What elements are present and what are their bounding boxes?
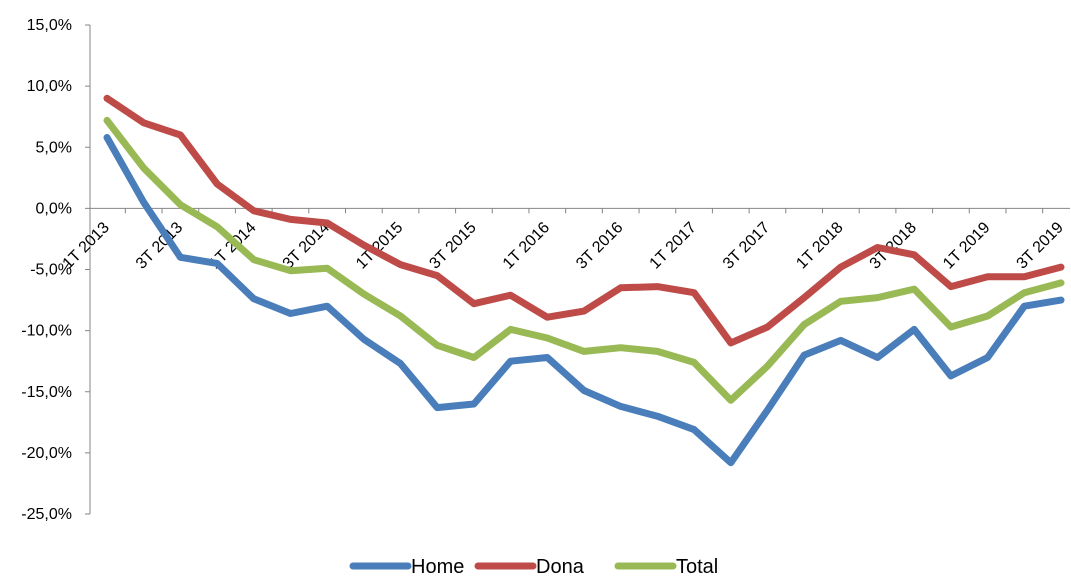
y-tick-label: 15,0%: [27, 17, 72, 34]
y-tick-label: -20,0%: [21, 445, 72, 462]
y-tick-label: 5,0%: [36, 139, 72, 156]
legend-label-dona: Dona: [536, 556, 585, 576]
y-tick-label: -10,0%: [21, 323, 72, 340]
series-line-dona: [103, 94, 1065, 347]
x-tick-label: 1T 2013: [59, 219, 112, 272]
y-tick-label: -25,0%: [21, 506, 72, 523]
legend-label-home: Home: [411, 556, 464, 576]
x-tick-label: 1T 2017: [647, 219, 700, 272]
y-tick-label: -5,0%: [30, 262, 72, 279]
x-tick-label: 1T 2019: [940, 219, 993, 272]
x-tick-label: 3T 2014: [280, 219, 333, 272]
y-ticks: 15,0% 10,0% 5,0% 0,0% -5,0% -10,0% -15,0% -20,0…: [21, 17, 90, 523]
x-tick-label: 1T 2016: [500, 219, 553, 272]
legend-label-total: Total: [676, 556, 718, 576]
y-axis: 15,0% 10,0% 5,0% 0,0% -5,0% -10,0% -15,0% -20,0…: [21, 17, 91, 523]
x-tick-label: 3T 2017: [720, 219, 773, 272]
legend: Home Dona Total: [349, 556, 718, 576]
x-tick-label: 3T 2015: [426, 219, 479, 272]
x-tick-label: 3T 2016: [573, 219, 626, 272]
y-tick-label: 0,0%: [36, 200, 72, 217]
series-line-home: [103, 134, 1065, 467]
series-lines: [103, 94, 1065, 467]
series-line-total: [103, 116, 1065, 404]
y-tick-label: 10,0%: [27, 78, 72, 95]
y-tick-label: -15,0%: [21, 384, 72, 401]
